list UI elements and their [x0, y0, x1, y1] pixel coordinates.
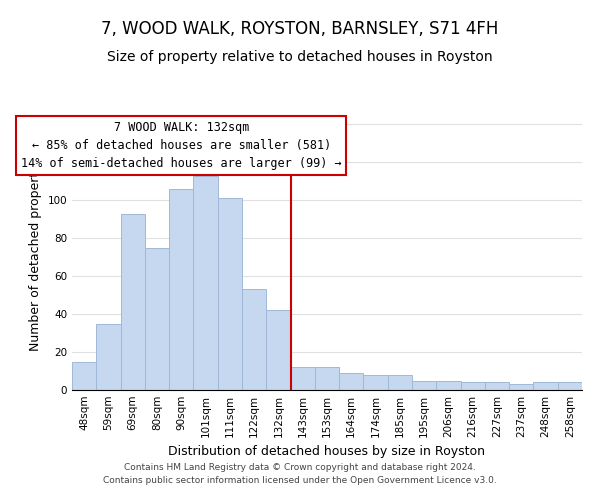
Bar [558, 382, 582, 390]
Bar [145, 248, 169, 390]
Bar [315, 367, 339, 390]
Bar [533, 382, 558, 390]
Text: 7 WOOD WALK: 132sqm
← 85% of detached houses are smaller (581)
14% of semi-detac: 7 WOOD WALK: 132sqm ← 85% of detached ho… [21, 121, 341, 170]
Text: Contains HM Land Registry data © Crown copyright and database right 2024.
Contai: Contains HM Land Registry data © Crown c… [103, 464, 497, 485]
Bar [193, 176, 218, 390]
Y-axis label: Number of detached properties: Number of detached properties [29, 154, 42, 351]
Bar [388, 375, 412, 390]
Bar [121, 214, 145, 390]
Bar [218, 198, 242, 390]
Bar [412, 380, 436, 390]
Bar [485, 382, 509, 390]
X-axis label: Distribution of detached houses by size in Royston: Distribution of detached houses by size … [169, 446, 485, 458]
Bar [96, 324, 121, 390]
Bar [290, 367, 315, 390]
Bar [266, 310, 290, 390]
Text: Size of property relative to detached houses in Royston: Size of property relative to detached ho… [107, 50, 493, 64]
Bar [72, 362, 96, 390]
Bar [242, 290, 266, 390]
Bar [436, 380, 461, 390]
Bar [364, 375, 388, 390]
Text: 7, WOOD WALK, ROYSTON, BARNSLEY, S71 4FH: 7, WOOD WALK, ROYSTON, BARNSLEY, S71 4FH [101, 20, 499, 38]
Bar [509, 384, 533, 390]
Bar [169, 189, 193, 390]
Bar [461, 382, 485, 390]
Bar [339, 373, 364, 390]
